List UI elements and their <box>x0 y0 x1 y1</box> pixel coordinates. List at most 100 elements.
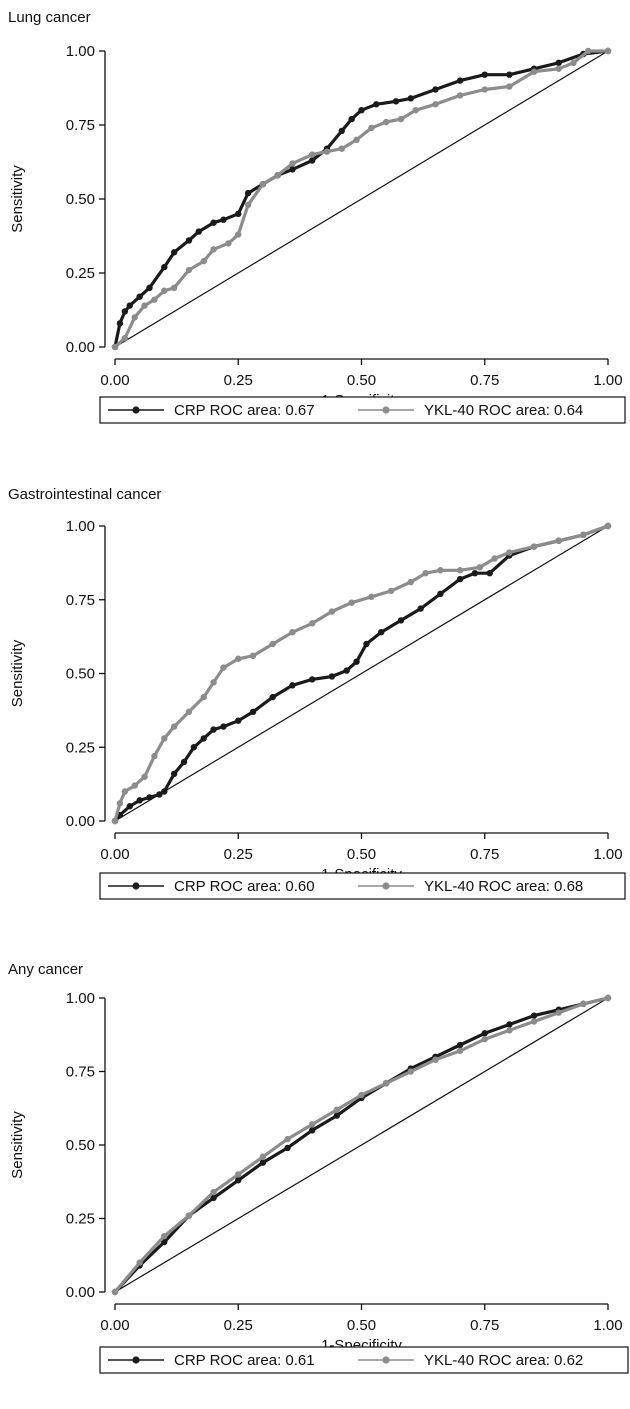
roc-point <box>195 228 203 235</box>
roc-point <box>456 575 464 583</box>
legend-marker <box>382 882 390 890</box>
roc-point <box>382 118 390 126</box>
roc-point <box>156 791 163 798</box>
roc-point <box>392 98 400 105</box>
roc-point <box>432 1056 439 1063</box>
roc-point <box>437 567 444 574</box>
series-ykl40 <box>111 522 612 825</box>
roc-point <box>210 219 217 226</box>
x-tick-label: 0.50 <box>347 372 376 389</box>
legend: CRP ROC area: 0.60 YKL-40 ROC area: 0.68 <box>99 872 626 900</box>
roc-point <box>481 86 488 93</box>
roc-point <box>530 1012 538 1019</box>
roc-point <box>338 145 345 152</box>
roc-point <box>506 83 513 90</box>
roc-point <box>284 1144 291 1152</box>
roc-point <box>456 77 464 84</box>
roc-point <box>249 708 257 716</box>
roc-point <box>235 231 242 238</box>
y-tick-label: 0.25 <box>66 265 95 282</box>
roc-point <box>289 166 296 173</box>
reference-diagonal-line <box>114 50 609 348</box>
roc-point <box>170 284 178 291</box>
roc-point <box>200 257 207 265</box>
panel-title: Lung cancer <box>8 9 91 26</box>
roc-point <box>121 308 129 315</box>
roc-point <box>363 640 370 648</box>
roc-point <box>235 210 242 217</box>
y-axis-title: Sensitivity <box>9 1111 26 1179</box>
roc-point <box>161 1238 168 1246</box>
roc-point <box>456 1047 464 1055</box>
roc-point <box>220 723 227 730</box>
roc-point <box>185 266 193 274</box>
roc-point <box>111 1288 119 1296</box>
roc-panel-1: Lung cancer 0.00 0.25 0.50 0.75 1.00 0.00 0.25 0… <box>8 9 626 424</box>
y-tick-label: 0.50 <box>66 191 95 208</box>
roc-point <box>481 1030 488 1037</box>
roc-point <box>210 726 217 733</box>
roc-point <box>289 682 296 689</box>
y-tick-label: 0.50 <box>66 1137 95 1154</box>
roc-point <box>506 1027 513 1034</box>
roc-point <box>131 782 138 789</box>
roc-point <box>131 314 138 321</box>
roc-point <box>111 817 119 825</box>
roc-point <box>604 522 612 530</box>
roc-point <box>161 788 168 795</box>
roc-point <box>604 47 612 55</box>
roc-point <box>309 151 316 158</box>
roc-point <box>225 240 232 247</box>
roc-point <box>555 1009 562 1016</box>
legend-marker <box>382 1356 390 1364</box>
y-tick-label: 0.25 <box>66 1211 95 1228</box>
legend: CRP ROC area: 0.61 YKL-40 ROC area: 0.62 <box>99 1346 629 1374</box>
roc-point <box>220 216 227 223</box>
y-axis-title: Sensitivity <box>9 165 26 233</box>
roc-point <box>387 587 395 595</box>
roc-point <box>506 71 513 78</box>
x-tick-label: 0.00 <box>100 1317 129 1334</box>
reference-diagonal-line <box>114 525 609 822</box>
roc-point <box>161 287 168 294</box>
roc-point <box>170 249 178 256</box>
y-tick-label: 0.75 <box>66 117 95 134</box>
x-tick-label: 0.00 <box>100 846 129 863</box>
roc-point <box>121 334 129 342</box>
roc-point <box>456 567 464 574</box>
roc-point <box>249 652 257 659</box>
x-tick-label: 1.00 <box>593 1317 622 1334</box>
roc-point <box>506 1021 513 1028</box>
panel-title: Gastrointestinal cancer <box>8 486 161 503</box>
roc-point <box>309 1121 316 1128</box>
roc-point <box>580 1000 587 1008</box>
roc-point <box>116 800 124 807</box>
roc-point <box>126 803 133 810</box>
legend: CRP ROC area: 0.67 YKL-40 ROC area: 0.64 <box>99 396 626 424</box>
legend-marker <box>382 406 390 414</box>
roc-point <box>456 92 464 99</box>
y-tick-label: 0.75 <box>66 592 95 609</box>
roc-point <box>151 296 158 303</box>
roc-point <box>309 620 316 627</box>
roc-point <box>481 1035 488 1043</box>
roc-point <box>432 86 439 93</box>
roc-point <box>200 693 207 701</box>
x-tick-label: 0.75 <box>470 1317 499 1334</box>
x-tick-label: 0.75 <box>470 846 499 863</box>
roc-point <box>141 302 148 309</box>
roc-point <box>358 1091 365 1099</box>
roc-point <box>471 570 479 577</box>
roc-point <box>580 531 587 539</box>
roc-point <box>358 107 365 114</box>
y-tick-label: 1.00 <box>66 43 95 60</box>
legend-label: CRP ROC area: 0.67 <box>174 402 315 419</box>
roc-point <box>136 293 143 300</box>
roc-point <box>432 101 439 108</box>
roc-point <box>486 570 493 577</box>
roc-point <box>382 1080 390 1087</box>
y-tick-label: 0.50 <box>66 666 95 683</box>
roc-point <box>422 570 429 577</box>
roc-panel-2: Gastrointestinal cancer 0.00 0.25 0.50 0.75 1… <box>8 486 626 900</box>
roc-point <box>244 189 252 197</box>
